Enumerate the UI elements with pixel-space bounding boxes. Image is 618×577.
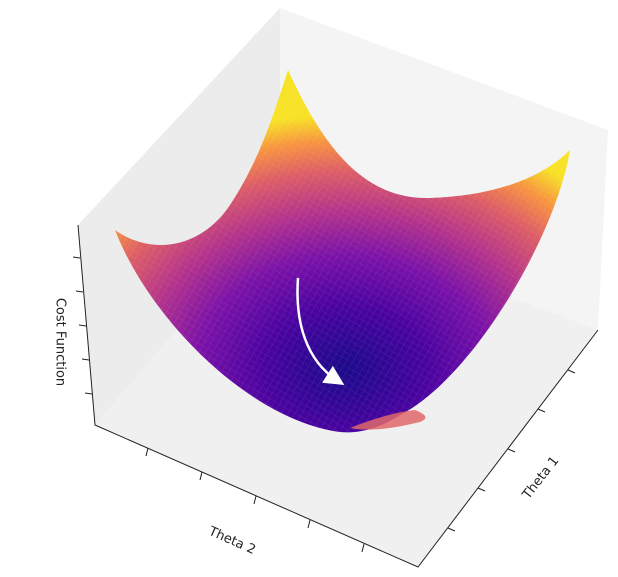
descent-arrow [296, 277, 345, 386]
x-axis-label: Theta 2 [205, 524, 257, 558]
y-axis-label: Theta 1 [519, 454, 562, 503]
z-axis-label: Cost Function [53, 298, 68, 386]
axes [72, 224, 599, 568]
surface [115, 70, 570, 433]
